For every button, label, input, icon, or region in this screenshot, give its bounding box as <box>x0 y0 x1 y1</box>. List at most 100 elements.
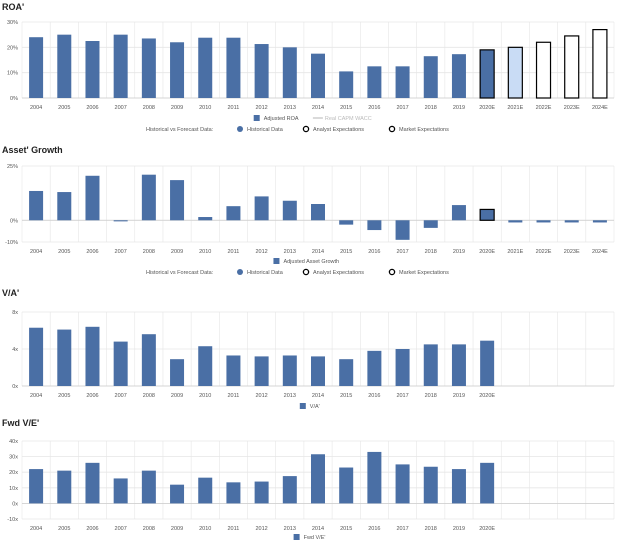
bar-2015 <box>339 467 354 504</box>
bar-2024E <box>592 220 607 223</box>
x-tick-label: 2015 <box>340 105 352 111</box>
bar-2018 <box>423 466 438 504</box>
x-tick-label: 2024E <box>592 105 608 111</box>
bar-2004 <box>29 37 44 98</box>
market-expectations-ring <box>388 268 396 276</box>
x-tick-label: 2020E <box>479 105 495 111</box>
x-tick-label: 2004 <box>30 249 42 255</box>
x-tick-label: 2016 <box>368 249 380 255</box>
bar-2017 <box>395 220 410 240</box>
bar-2013 <box>282 47 297 98</box>
x-tick-label: 2012 <box>255 105 267 111</box>
bar-2007 <box>113 220 128 222</box>
x-tick-label: 2022E <box>536 249 552 255</box>
bar-2008 <box>141 470 156 504</box>
bar-2005 <box>57 192 72 221</box>
x-tick-label: 2018 <box>425 526 437 532</box>
bar-2022E <box>536 220 551 223</box>
legend-item: Real CAPM WACC <box>312 116 372 122</box>
x-tick-label: 2012 <box>255 393 267 399</box>
x-tick-label: 2015 <box>340 249 352 255</box>
chart-title: Fwd V/E' <box>2 418 39 428</box>
legend-item: Fwd V/E' <box>293 534 326 541</box>
bar-2020E <box>479 208 495 221</box>
bar-2013 <box>282 476 297 504</box>
y-tick-label: 20% <box>7 45 18 51</box>
chart-va: V/A' 0x 4x 8x 2004 2005 2006 2007 2008 2009 2010 20… <box>2 288 615 410</box>
bar-2006 <box>85 175 100 221</box>
bar-2012 <box>254 356 269 386</box>
chart-title: Asset' Growth <box>2 145 63 155</box>
legend-label: V/A' <box>310 404 320 410</box>
bar-2014 <box>311 204 325 221</box>
bar-2011 <box>226 206 241 221</box>
x-tick-label: 2015 <box>340 393 352 399</box>
x-tick-label: 2010 <box>199 393 211 399</box>
forecast-legend-item: Market Expectations <box>399 270 449 276</box>
x-tick-label: 2013 <box>284 526 296 532</box>
y-tick-label: 10x <box>9 486 18 492</box>
x-tick-label: 2024E <box>592 249 608 255</box>
bar-2009 <box>170 484 185 504</box>
bar-2005 <box>57 34 72 98</box>
x-tick-label: 2017 <box>396 526 408 532</box>
bar-2013 <box>282 200 297 221</box>
bar-2016 <box>367 66 382 98</box>
bar-2018 <box>423 220 438 228</box>
bar-2009 <box>170 180 185 221</box>
bar-2018 <box>423 344 438 386</box>
legend-label: Adjusted Asset Growth <box>283 259 339 265</box>
y-tick-label: 0% <box>10 218 18 224</box>
x-tick-label: 2008 <box>143 526 155 532</box>
y-tick-label: 25% <box>7 164 18 170</box>
bar-2006 <box>85 462 100 504</box>
bar-2006 <box>85 326 100 386</box>
x-tick-label: 2009 <box>171 249 183 255</box>
x-tick-label: 2010 <box>199 526 211 532</box>
bar-2024E <box>592 29 608 99</box>
bar-2007 <box>113 478 128 504</box>
x-tick-label: 2013 <box>284 393 296 399</box>
x-tick-label: 2009 <box>171 105 183 111</box>
x-tick-label: 2016 <box>368 105 380 111</box>
bar-2020E <box>480 340 495 386</box>
legend-swatch <box>253 115 260 121</box>
x-tick-label: 2015 <box>340 526 352 532</box>
legend-label: Adjusted ROA <box>264 116 299 122</box>
forecast-legend-title: Historical vs Forecast Data: <box>146 270 214 276</box>
x-tick-label: 2012 <box>255 526 267 532</box>
historical-data-dot <box>237 126 243 132</box>
y-tick-label: -10x <box>7 517 18 523</box>
y-tick-label: 10% <box>7 71 18 77</box>
x-tick-label: 2016 <box>368 526 380 532</box>
bar-2010 <box>198 477 213 504</box>
x-tick-label: 2006 <box>86 105 98 111</box>
bar-2020E <box>480 462 495 504</box>
bar-2007 <box>113 341 128 386</box>
y-tick-label: 0x <box>12 501 18 507</box>
legend-label: Fwd V/E' <box>304 535 326 541</box>
chart-title: V/A' <box>2 288 19 298</box>
x-tick-label: 2023E <box>564 249 580 255</box>
x-tick-label: 2013 <box>284 249 296 255</box>
forecast-legend-title: Historical vs Forecast Data: <box>146 127 214 133</box>
bar-2022E <box>535 41 552 99</box>
x-tick-label: 2017 <box>396 249 408 255</box>
chart-fwd_ve: Fwd V/E' -10x 0x 10x 20x 30x 40x 2004 2005 2006 20… <box>2 418 615 541</box>
bar-2012 <box>254 196 269 221</box>
x-tick-label: 2017 <box>396 105 408 111</box>
x-tick-label: 2007 <box>115 249 127 255</box>
x-tick-label: 2007 <box>115 526 127 532</box>
y-tick-label: 4x <box>12 347 18 353</box>
bar-2005 <box>57 470 72 504</box>
legend-item: Adjusted ROA <box>253 115 299 122</box>
x-tick-label: 2011 <box>228 393 240 399</box>
y-tick-label: 20x <box>9 470 18 476</box>
chart-title: ROA' <box>2 2 24 12</box>
x-tick-label: 2006 <box>86 393 98 399</box>
analyst-expectations-ring <box>302 125 310 133</box>
bar-2017 <box>395 349 410 386</box>
bar-2004 <box>29 469 44 504</box>
